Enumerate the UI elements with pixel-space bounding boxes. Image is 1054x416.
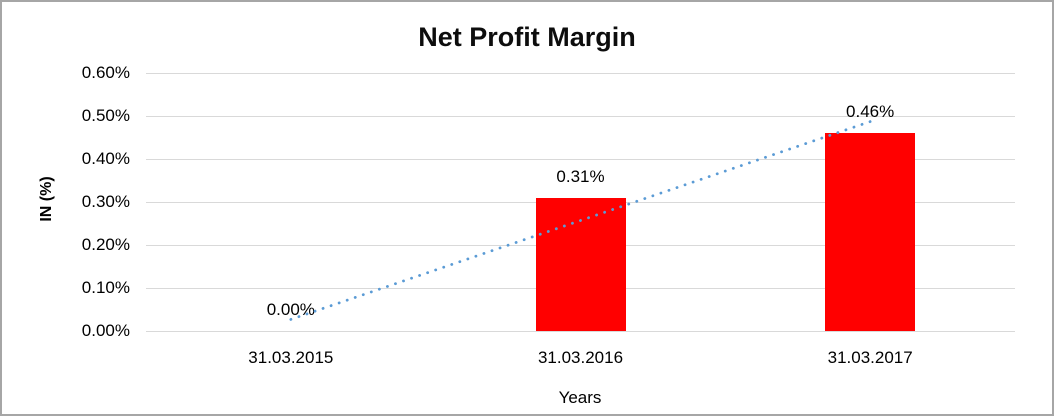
gridline (146, 72, 1015, 74)
x-tick-label: 31.03.2015 (248, 348, 334, 367)
y-tick-label: 0.20% (81, 235, 130, 254)
bar (825, 133, 916, 331)
x-tick-label: 31.03.2016 (537, 348, 624, 367)
bar-value-label: 0.31% (556, 166, 605, 186)
x-tick-label: 31.03.2017 (827, 348, 913, 367)
y-tick-label: 0.50% (81, 106, 130, 125)
bar-value-label: 0.46% (846, 102, 895, 122)
gridline (146, 330, 1015, 332)
trendline (289, 120, 872, 321)
gridline (146, 115, 1015, 117)
bar-value-label: 0.00% (266, 300, 315, 319)
y-tick-label: 0.60% (81, 63, 130, 82)
y-tick-label: 0.00% (81, 321, 130, 340)
y-tick-label: 0.40% (81, 149, 130, 168)
x-axis-title: Years (558, 388, 602, 407)
chart-title: Net Profit Margin (418, 22, 636, 52)
y-tick-label: 0.10% (81, 278, 130, 297)
gridline (146, 158, 1015, 160)
y-tick-label: 0.30% (81, 192, 130, 211)
